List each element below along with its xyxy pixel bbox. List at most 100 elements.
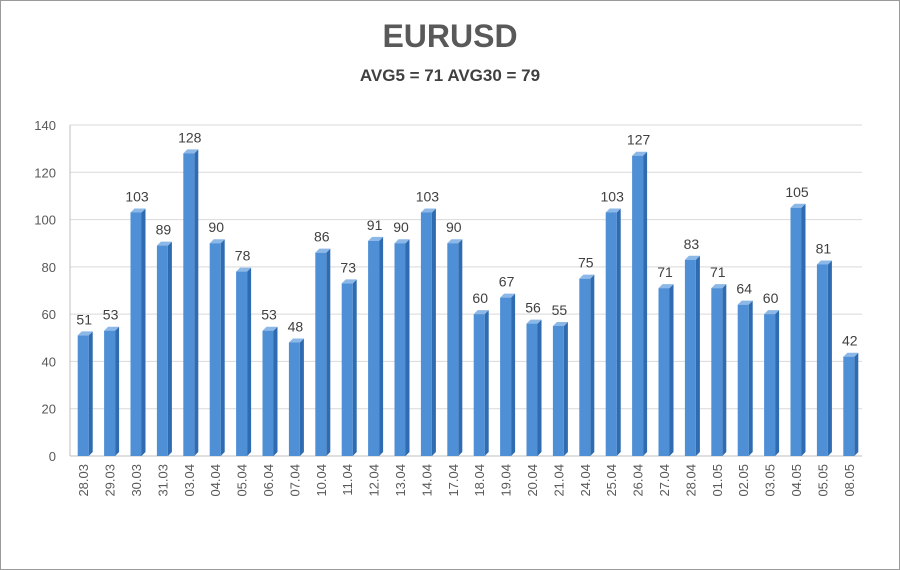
y-tick-label: 20 — [42, 402, 56, 417]
bar — [500, 293, 516, 456]
data-label: 60 — [472, 290, 488, 306]
x-tick-label: 14.04 — [419, 464, 434, 497]
bar-front — [130, 212, 142, 456]
bar-front — [790, 207, 802, 456]
x-axis: 28.03 29.03 30.03 31.03 03.04 04.04 05.04 06.04… — [76, 464, 857, 497]
bar — [288, 338, 304, 456]
x-tick-label: 24.04 — [578, 464, 593, 497]
bar-top — [711, 284, 727, 289]
bar-top — [183, 149, 199, 154]
y-tick-label: 0 — [49, 449, 56, 464]
y-tick-label: 120 — [34, 165, 56, 180]
x-tick-label: 18.04 — [472, 464, 487, 497]
bar — [684, 255, 700, 456]
bar-front — [447, 243, 459, 456]
x-tick-label: 29.03 — [103, 464, 118, 497]
x-tick-label: 01.05 — [710, 464, 725, 497]
bar-side — [326, 248, 331, 456]
x-tick-label: 03.05 — [763, 464, 778, 497]
bar-front — [236, 271, 248, 456]
bar-side — [247, 267, 252, 456]
y-tick-label: 40 — [42, 354, 56, 369]
x-tick-label: 19.04 — [499, 464, 514, 497]
bar-top — [104, 326, 120, 331]
bar — [315, 248, 331, 456]
bar-side — [537, 319, 542, 456]
x-tick-label: 28.04 — [683, 464, 698, 497]
bar-top — [737, 300, 753, 305]
bar-front — [552, 325, 564, 456]
bar-front — [658, 288, 670, 456]
bar — [737, 300, 753, 456]
bar — [552, 321, 568, 456]
data-label: 103 — [601, 188, 625, 204]
bar-front — [473, 314, 485, 456]
bar-front — [262, 330, 274, 456]
bar — [764, 310, 780, 456]
bar-top — [209, 239, 225, 244]
bar-front — [183, 153, 195, 456]
bar-top — [236, 267, 252, 272]
bar-side — [405, 239, 410, 456]
data-label: 90 — [446, 219, 462, 235]
x-tick-label: 05.05 — [815, 464, 830, 497]
data-label: 73 — [340, 259, 356, 275]
bar — [104, 326, 120, 456]
data-label: 75 — [578, 255, 594, 271]
bar — [420, 208, 436, 456]
bar — [790, 203, 806, 456]
data-label: 81 — [816, 240, 832, 256]
bar — [262, 326, 278, 456]
bar-top — [130, 208, 146, 213]
bar-front — [684, 259, 696, 456]
bar-top — [552, 321, 568, 326]
x-tick-label: 26.04 — [631, 464, 646, 497]
bar-top — [288, 338, 304, 343]
bar-front — [77, 335, 89, 456]
bar — [816, 260, 832, 456]
bar-side — [695, 255, 700, 456]
bar-side — [643, 151, 648, 456]
bar-top — [632, 151, 648, 156]
chart-title: EURUSD — [382, 18, 518, 54]
bar-top — [684, 255, 700, 260]
data-label: 89 — [156, 222, 172, 238]
bar-side — [431, 208, 436, 456]
x-tick-label: 13.04 — [393, 464, 408, 497]
bar-top — [368, 236, 384, 241]
bar-side — [801, 203, 806, 456]
data-label: 127 — [627, 132, 651, 148]
y-tick-label: 140 — [34, 118, 56, 133]
bar-front — [526, 323, 538, 456]
bar-front — [579, 278, 591, 456]
data-label: 103 — [416, 188, 440, 204]
bar-front — [156, 245, 168, 456]
x-tick-label: 10.04 — [314, 464, 329, 497]
bar-top — [262, 326, 278, 331]
bar-side — [220, 239, 225, 456]
data-label: 128 — [178, 129, 202, 145]
bar-side — [141, 208, 146, 456]
bar-top — [816, 260, 832, 265]
bar — [711, 284, 727, 456]
bar — [368, 236, 384, 456]
bar-top — [579, 274, 595, 279]
x-tick-label: 20.04 — [525, 464, 540, 497]
bar-side — [590, 274, 595, 456]
data-label: 64 — [736, 281, 752, 297]
bar — [394, 239, 410, 456]
data-label: 67 — [499, 274, 515, 290]
x-tick-label: 21.04 — [551, 464, 566, 497]
bar-top — [394, 239, 410, 244]
bar-side — [484, 310, 489, 456]
data-label: 56 — [525, 300, 541, 316]
bar-side — [352, 279, 357, 456]
bar-top — [473, 310, 489, 315]
bar-top — [764, 310, 780, 315]
bars — [77, 149, 859, 456]
bar-side — [669, 284, 674, 456]
x-tick-label: 05.04 — [235, 464, 250, 497]
chart-subtitle: AVG5 = 71 AVG30 = 79 — [359, 66, 541, 85]
bar-top — [420, 208, 436, 213]
bar-side — [273, 326, 278, 456]
